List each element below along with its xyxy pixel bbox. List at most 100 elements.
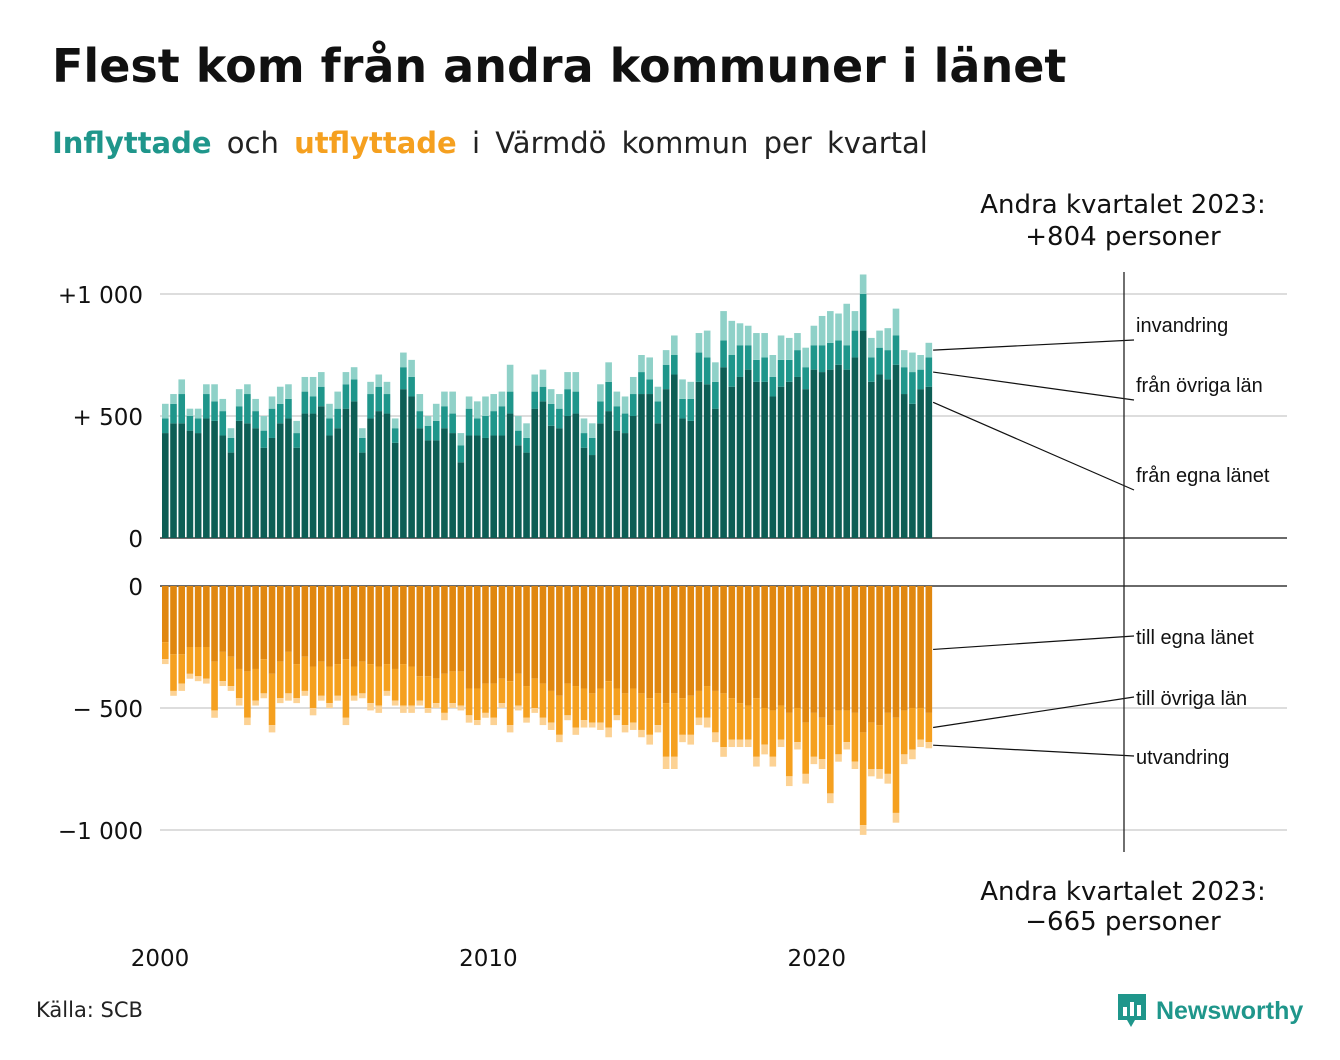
outflow-bar-segment <box>547 722 555 730</box>
outflow-bar-segment <box>170 690 177 696</box>
inflow-bar-segment <box>769 355 777 377</box>
inflow-bar-segment <box>695 381 703 538</box>
outflow-bar-segment <box>876 586 883 726</box>
inflow-bar-segment <box>818 315 826 346</box>
inflow-bar-segment <box>785 337 793 360</box>
inflow-bar-segment <box>350 379 358 402</box>
inflow-bar-segment <box>868 337 875 358</box>
series-label-leader <box>933 696 1135 729</box>
series-labels: från egna länet från övriga län invandring… <box>932 315 1270 769</box>
outflow-bar-segment <box>317 586 325 662</box>
outflow-bar-segment <box>539 683 547 718</box>
inflow-bar-segment <box>293 420 300 434</box>
inflow-bar-segment <box>301 413 309 538</box>
inflow-bar-segment <box>613 430 621 538</box>
chart-subtitle: Inflyttade och utflyttade i Värmdö kommu… <box>52 126 928 161</box>
outflow-bar-segment <box>260 659 268 694</box>
outflow-bar-segment <box>523 686 530 718</box>
inflow-bar-segment <box>687 381 695 399</box>
outflow-bar-segment <box>679 586 686 699</box>
inflow-bar-segment <box>621 433 629 538</box>
outflow-bar-segment <box>892 812 900 823</box>
outflow-bar-segment <box>572 727 580 735</box>
brand[interactable]: Newsworthy <box>1118 994 1303 1028</box>
inflow-bar-segment <box>621 413 629 434</box>
outflow-bar-segment <box>219 586 227 652</box>
outflow-bar-segment <box>211 586 218 662</box>
inflow-bar-segment <box>547 389 555 404</box>
outflow-bar-segment <box>564 683 571 716</box>
inflow-bar-segment <box>777 386 785 538</box>
outflow-bar-segment <box>580 688 588 721</box>
inflow-bar-segment <box>621 396 629 414</box>
inflow-bar-segment <box>219 435 227 538</box>
outflow-bar-segment <box>473 688 481 721</box>
inflow-bar-segment <box>515 430 522 446</box>
inflow-bar-segment <box>851 311 859 331</box>
outflow-bar-segment <box>802 586 809 723</box>
outflow-bar-segment <box>498 586 506 679</box>
inflow-bar-segment <box>917 389 924 538</box>
inflow-bar-segment <box>638 394 645 538</box>
outflow-bar-segment <box>687 586 695 696</box>
inflow-bar-segment <box>400 367 407 390</box>
outflow-bar-segment <box>432 703 440 708</box>
outflow-bar-segment <box>424 676 432 708</box>
inflow-bar-segment <box>843 369 851 538</box>
outflow-bar-segment <box>687 734 695 745</box>
outflow-bar-segment <box>391 586 399 669</box>
inflow-bar-segment <box>268 437 276 538</box>
outflow-bar-segment <box>441 586 448 674</box>
outflow-bar-segment <box>268 586 276 674</box>
inflow-bar-segment <box>482 396 489 416</box>
inflow-bar-segment <box>900 350 908 368</box>
inflow-bar-segment <box>777 335 785 360</box>
outflow-bar-segment <box>227 686 235 691</box>
inflow-bar-segment <box>580 418 588 434</box>
outflow-tick-label: −1 000 <box>58 819 143 845</box>
outflow-bar-segment <box>605 727 612 738</box>
inflow-bar-segment <box>769 396 777 538</box>
outflow-bar-segment <box>539 717 547 726</box>
inflow-bar-segment <box>580 447 588 538</box>
inflow-bar-segment <box>646 394 653 538</box>
inflow-bar-segment <box>712 362 719 382</box>
outflow-bar-segment <box>556 695 563 735</box>
inflow-bar-segment <box>753 333 760 360</box>
inflow-bar-segment <box>629 394 637 416</box>
outflow-bar-segment <box>441 673 448 713</box>
inflow-bar-segment <box>252 428 259 538</box>
outflow-bar-segment <box>235 586 243 669</box>
outflow-bar-segment <box>646 586 653 699</box>
outflow-bar-segment <box>309 586 317 667</box>
outflow-bar-segment <box>334 695 342 701</box>
inflow-bar-segment <box>432 403 440 421</box>
inflow-bar-segment <box>309 376 317 397</box>
inflow-bar-segment <box>276 403 284 424</box>
inflow-bar-segment <box>851 357 859 538</box>
inflow-bar-segment <box>703 357 711 385</box>
outflow-bar-segment <box>367 664 374 704</box>
inflow-bar-segment <box>178 379 186 395</box>
inflow-bar-segment <box>194 418 202 434</box>
outflow-bar-segment <box>309 666 317 708</box>
inflow-bar-segment <box>539 401 547 538</box>
outflow-bar-segment <box>276 586 284 662</box>
outflow-bar-segment <box>900 754 908 765</box>
annotation-top-line1: Andra kvartalet 2023: <box>980 190 1265 220</box>
inflow-bar-segment <box>613 391 621 407</box>
inflow-bar-segment <box>671 335 678 355</box>
outflow-bar-segment <box>900 586 908 711</box>
outflow-bar-segment <box>424 708 432 713</box>
inflow-bar-segment <box>679 398 686 419</box>
outflow-bar-segment <box>835 754 842 762</box>
outflow-bar-segment <box>884 586 892 713</box>
inflow-bar-segment <box>252 398 259 412</box>
outflow-bar-segment <box>917 586 924 708</box>
outflow-bar-segment <box>695 690 703 718</box>
inflow-bar-segment <box>490 411 497 436</box>
inflow-bar-segment <box>785 359 793 382</box>
outflow-bar-segment <box>917 708 924 740</box>
inflow-bar-segment <box>892 335 900 365</box>
outflow-bar-segment <box>785 776 793 787</box>
